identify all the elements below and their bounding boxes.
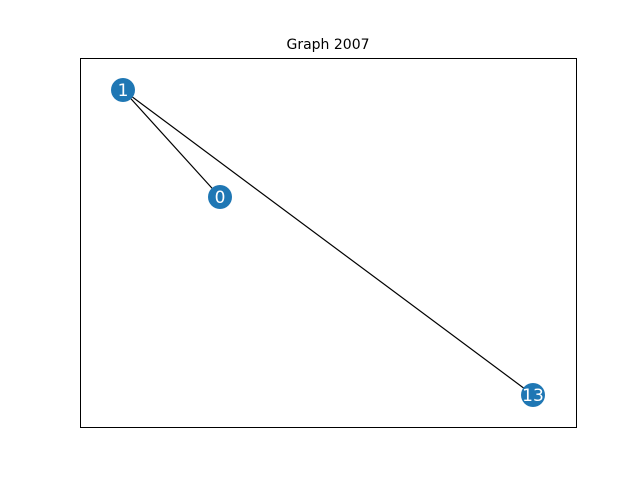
plot-frame [80, 58, 577, 428]
node-circle [111, 78, 135, 102]
graph-title: Graph 2007 [286, 37, 369, 53]
node-circle [208, 185, 232, 209]
node-circle [521, 383, 545, 407]
edge-1-13 [122, 89, 534, 396]
node-label: 1 [118, 81, 129, 101]
node-0: 0 [208, 185, 232, 209]
nodes-layer: 1 0 13 [111, 78, 545, 407]
node-13: 13 [521, 383, 545, 407]
node-label: 0 [215, 188, 226, 208]
node-1: 1 [111, 78, 135, 102]
edge-1-0 [122, 89, 221, 198]
node-label: 13 [522, 386, 544, 406]
edges-layer [122, 89, 534, 396]
